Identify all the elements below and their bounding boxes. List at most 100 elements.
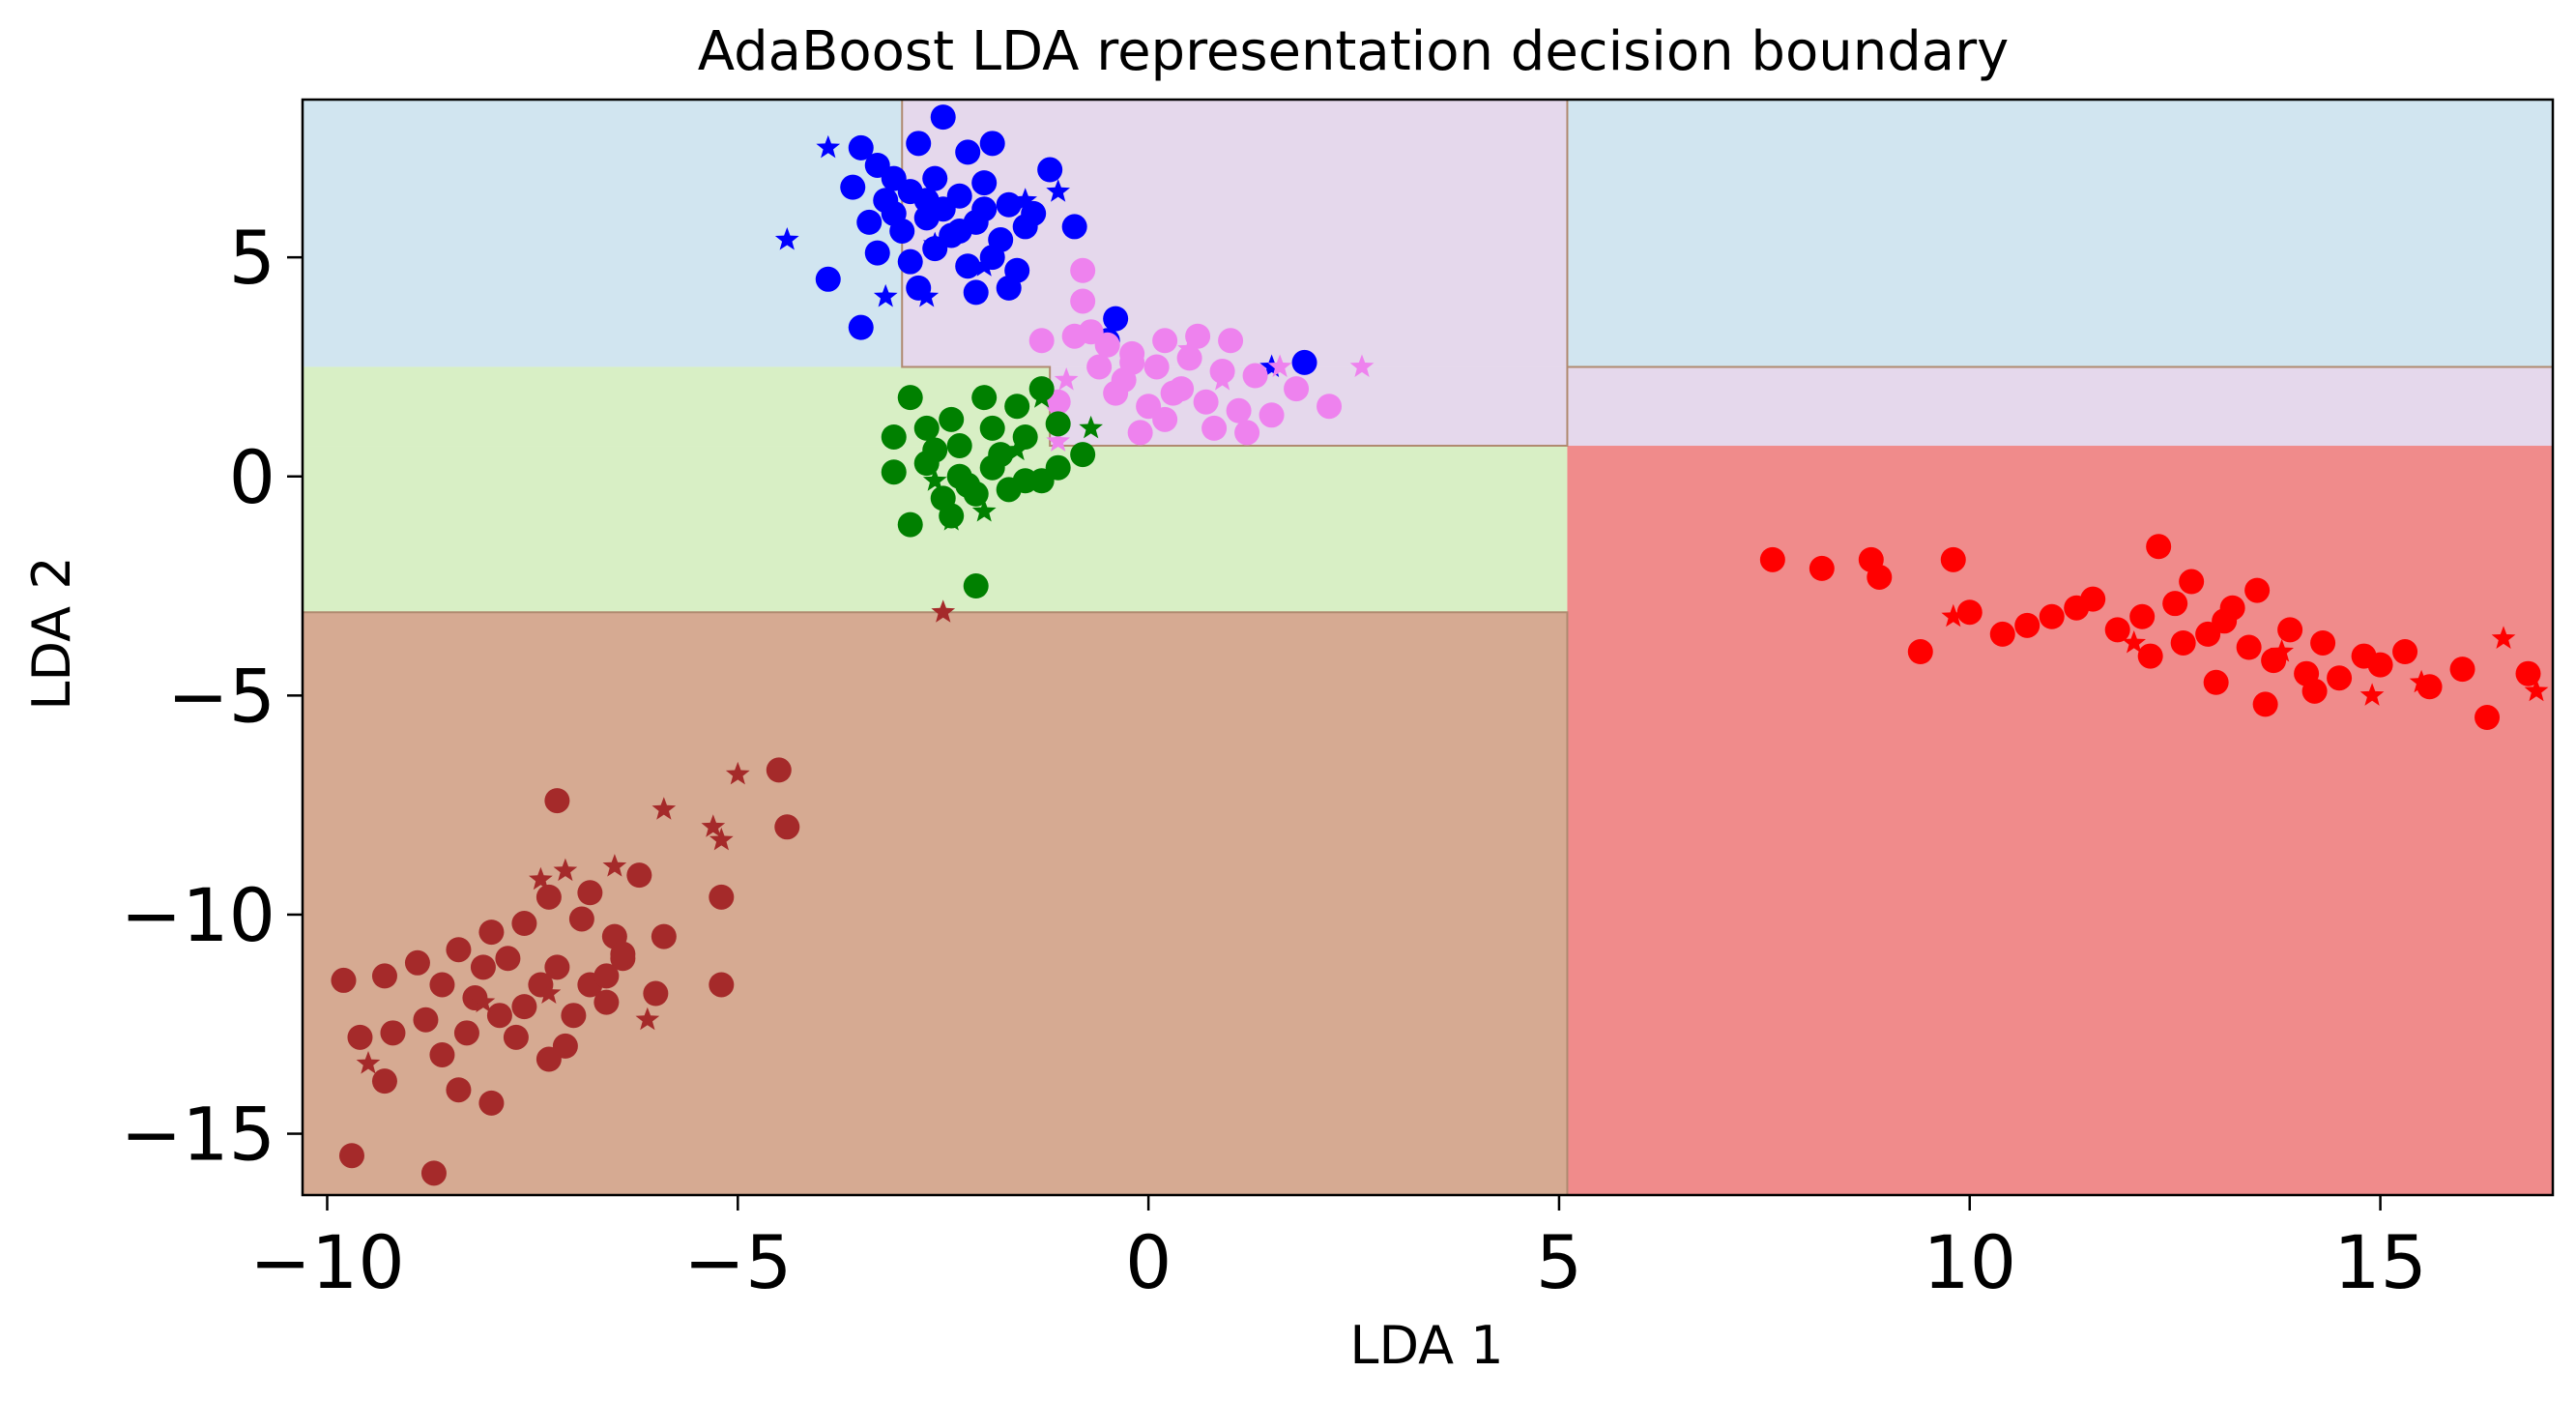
x-tick-label: −5 [683,1219,792,1305]
point-circle [2170,629,2196,656]
point-circle [2203,669,2229,695]
point-circle [1086,354,1113,380]
point-circle [1078,319,1104,345]
point-circle [864,240,890,266]
point-circle [478,919,505,946]
series-2 [881,376,1103,599]
point-circle [848,134,874,161]
point-circle [2080,586,2106,612]
point-circle [996,477,1022,503]
point-circle [2014,612,2041,638]
point-circle [2449,657,2475,683]
point-circle [1242,363,1268,389]
point-circle [1070,257,1096,283]
point-star [529,866,553,890]
point-circle [913,188,940,214]
point-circle [971,196,998,222]
point-circle [446,1077,472,1103]
point-circle [2277,617,2303,643]
point-circle [2310,629,2336,656]
point-star [602,854,627,877]
point-circle [1143,354,1170,380]
point-circle [2104,617,2130,643]
x-tick-label: −10 [249,1219,404,1305]
point-star [725,761,750,785]
series-0 [774,104,1317,377]
point-circle [856,209,883,235]
point-circle [840,174,866,200]
series-1 [1028,257,1375,452]
point-star [2409,669,2434,693]
point-star [1029,385,1054,408]
point-star [1210,367,1234,391]
point-circle [1045,411,1071,437]
point-star [2524,678,2549,702]
point-circle [971,385,998,411]
point-star [1941,603,1966,628]
point-circle [1218,328,1244,354]
point-star [651,797,677,820]
point-star [1004,437,1029,461]
point-circle [979,131,1005,157]
point-circle [511,994,537,1020]
point-circle [996,191,1022,218]
point-circle [1176,345,1202,371]
point-star [553,858,578,882]
point-circle [881,423,907,450]
point-circle [470,954,496,980]
region-blue [303,100,903,367]
point-circle [429,1041,455,1067]
point-circle [511,911,537,937]
point-circle [930,104,956,131]
point-star [635,1007,660,1031]
point-circle [815,266,841,292]
point-circle [1867,564,1893,590]
point-circle [946,433,972,459]
point-circle [922,437,948,463]
region-brown [303,612,1568,1195]
point-circle [2236,634,2262,660]
point-circle [939,406,965,432]
point-circle [2129,603,2156,629]
point-circle [2179,569,2205,595]
y-tick-label: 5 [229,215,275,301]
point-circle [1119,349,1145,375]
point-star [2359,683,2385,706]
point-circle [338,1143,364,1169]
point-circle [1127,420,1153,446]
point-circle [2327,665,2353,691]
point-star [922,231,947,255]
point-circle [1940,546,1966,572]
point-circle [963,279,989,306]
plot-frame [301,98,2555,1197]
point-circle [2039,603,2065,629]
point-circle [331,967,357,993]
point-circle [709,884,735,910]
y-tick-label: −10 [121,872,275,958]
point-circle [593,989,620,1015]
point-star [536,980,562,1004]
decision-boundary [303,611,1569,1195]
point-circle [1152,406,1178,432]
x-axis-ticks: −10 −5 0 5 10 15 [249,1195,2427,1305]
point-circle [453,1020,479,1046]
data-points [331,104,2549,1186]
point-circle [568,906,594,932]
point-star [1046,179,1070,202]
point-circle [495,946,521,972]
point-circle [2301,678,2328,704]
point-circle [1956,599,1983,626]
point-circle [1809,555,1835,581]
point-star [922,468,947,491]
point-circle [380,1020,406,1046]
point-circle [413,1007,439,1033]
point-circle [955,472,981,498]
x-tick-label: 0 [1125,1219,1172,1305]
point-star [1046,428,1070,452]
point-circle [1028,468,1055,494]
region-red [1567,446,2553,1195]
point-circle [544,954,570,980]
point-circle [544,788,570,814]
point-circle [610,941,636,967]
x-tick-label: 15 [2333,1219,2427,1305]
